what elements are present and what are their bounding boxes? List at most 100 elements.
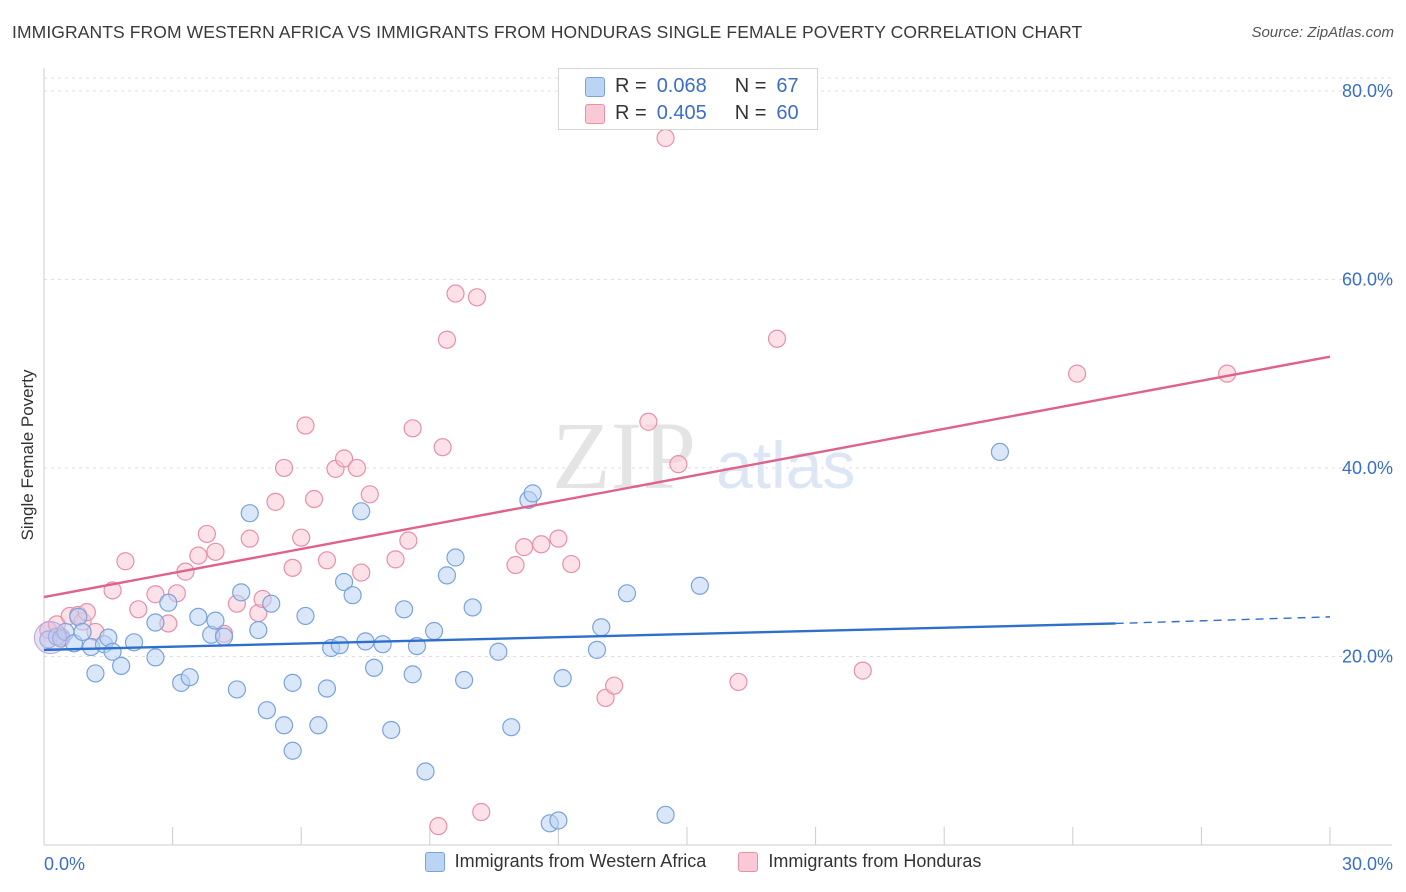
n-label: N = <box>734 102 767 124</box>
source-label: Source: ZipAtlas.com <box>1251 24 1394 41</box>
y-axis-label: Single Female Poverty <box>18 369 37 541</box>
point-western-africa <box>343 586 362 605</box>
y-tick-label: 80.0% <box>1342 81 1393 101</box>
point-honduras <box>446 284 465 303</box>
point-western-africa <box>159 593 178 612</box>
point-western-africa <box>257 701 277 720</box>
point-honduras <box>1067 364 1087 383</box>
legend-item-western-africa[interactable]: Immigrants from Western Africa <box>424 851 707 872</box>
trend-line-western-africa <box>43 622 1116 652</box>
point-western-africa <box>283 673 302 692</box>
point-western-africa <box>523 484 542 503</box>
point-honduras <box>304 489 324 509</box>
point-honduras <box>317 551 337 570</box>
point-western-africa <box>446 548 465 567</box>
stats-legend: R = 0.068 N = 67 R = 0.405 N = 60 <box>558 68 818 130</box>
point-honduras <box>853 661 872 680</box>
tick-labels: 20.0% 40.0% 60.0% 80.0% 0.0% 30.0% <box>44 81 1393 874</box>
point-western-africa <box>587 640 607 659</box>
y-tick-label: 40.0% <box>1342 458 1393 478</box>
point-honduras <box>116 552 135 571</box>
point-western-africa <box>262 594 281 613</box>
point-honduras <box>129 600 148 619</box>
trend-lines <box>43 355 1331 652</box>
r-value: 0.068 <box>656 75 707 97</box>
legend-label: Immigrants from Honduras <box>768 851 982 871</box>
point-honduras <box>549 529 568 548</box>
r-label: R = <box>615 102 647 124</box>
point-honduras <box>283 558 302 577</box>
point-honduras <box>472 802 491 822</box>
trend-line-honduras <box>43 355 1331 599</box>
point-honduras <box>767 329 787 348</box>
r-value: 0.405 <box>656 102 707 124</box>
point-western-africa <box>232 583 251 602</box>
point-honduras <box>334 449 354 468</box>
point-western-africa <box>283 741 302 760</box>
point-western-africa <box>206 611 225 630</box>
point-cluster <box>33 621 67 655</box>
grid-lines <box>44 77 1392 657</box>
point-honduras <box>639 412 658 431</box>
point-honduras <box>429 817 448 836</box>
point-western-africa <box>180 668 199 687</box>
point-honduras <box>729 672 748 692</box>
point-western-africa <box>214 627 234 646</box>
point-western-africa <box>227 680 246 699</box>
point-western-africa <box>617 584 637 603</box>
point-honduras <box>515 538 534 557</box>
point-honduras <box>347 458 367 478</box>
point-western-africa <box>112 656 131 675</box>
point-honduras <box>206 542 225 561</box>
point-western-africa <box>549 811 568 830</box>
point-western-africa <box>146 648 165 667</box>
stats-row-western-africa: R = 0.068 N = 67 <box>585 75 799 98</box>
point-western-africa <box>69 607 88 626</box>
stats-row-honduras: R = 0.405 N = 60 <box>585 102 799 125</box>
legend-swatch-blue <box>424 851 445 872</box>
point-honduras <box>467 288 487 307</box>
point-western-africa <box>373 635 392 654</box>
point-western-africa <box>553 669 572 688</box>
axes <box>43 68 1392 846</box>
point-honduras <box>433 438 452 457</box>
point-western-africa <box>146 613 165 632</box>
point-honduras <box>240 529 259 548</box>
point-western-africa <box>73 622 92 642</box>
point-western-africa <box>990 442 1010 462</box>
point-western-africa <box>424 621 444 641</box>
n-label: N = <box>734 75 767 97</box>
point-honduras <box>386 550 405 569</box>
x-tick-label: 30.0% <box>1342 854 1393 874</box>
watermark-zip: ZIP <box>552 402 696 509</box>
point-western-africa <box>416 762 435 781</box>
n-value: 67 <box>776 75 799 97</box>
point-honduras <box>360 485 379 504</box>
point-western-africa <box>437 566 457 585</box>
point-western-africa <box>317 679 337 698</box>
point-western-africa <box>352 502 371 521</box>
watermark: ZIP atlas <box>552 402 855 509</box>
point-honduras <box>399 531 418 550</box>
legend-label: Immigrants from Western Africa <box>454 851 707 871</box>
point-western-africa <box>394 600 414 619</box>
point-western-africa <box>274 716 294 735</box>
point-honduras <box>656 128 675 148</box>
point-honduras <box>437 330 457 349</box>
point-western-africa <box>382 720 401 740</box>
y-tick-label: 60.0% <box>1342 269 1393 289</box>
point-honduras <box>605 676 624 695</box>
trend-line-western-africa-extension <box>1115 616 1331 625</box>
x-tick-label: 0.0% <box>44 854 85 874</box>
point-honduras <box>296 416 315 435</box>
point-western-africa <box>364 658 384 677</box>
point-honduras <box>506 555 525 575</box>
legend-swatch-pink <box>738 851 759 872</box>
point-western-africa <box>334 572 354 592</box>
legend-item-honduras[interactable]: Immigrants from Honduras <box>738 851 981 872</box>
point-honduras <box>292 528 311 547</box>
point-western-africa <box>309 716 328 735</box>
point-honduras <box>197 524 216 544</box>
n-value: 60 <box>776 102 799 124</box>
